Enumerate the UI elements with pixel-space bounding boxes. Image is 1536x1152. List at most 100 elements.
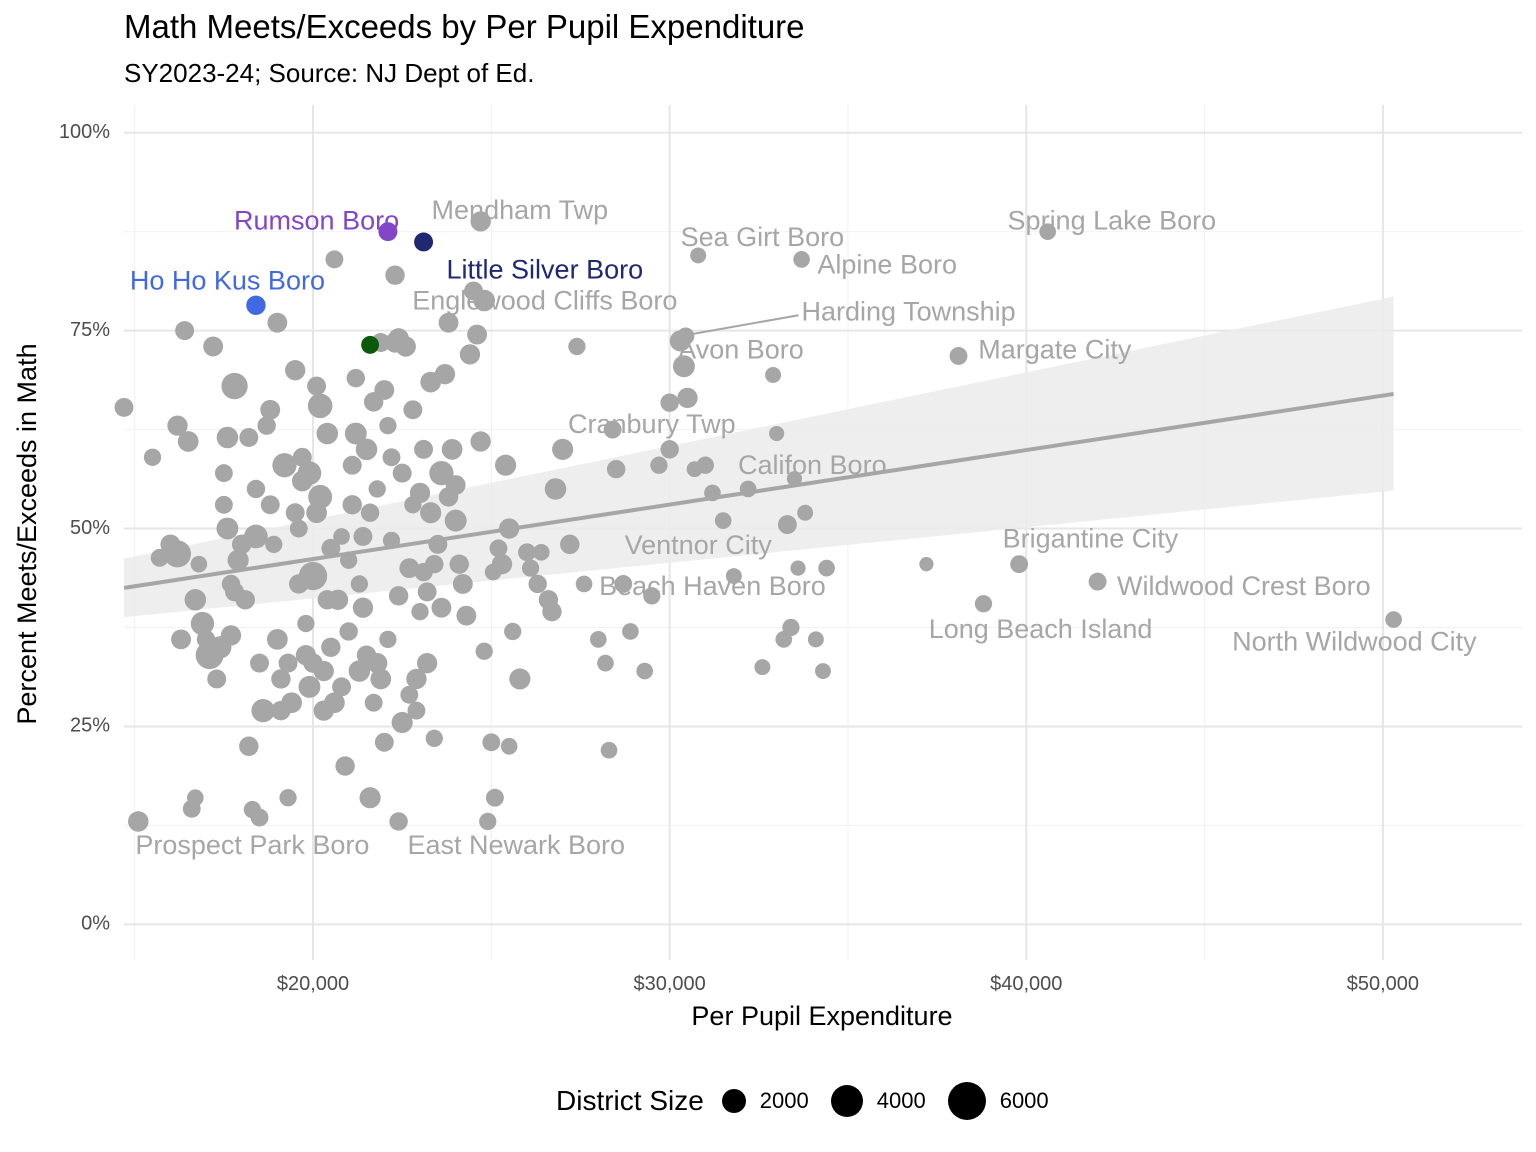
data-point: [250, 808, 269, 827]
data-points: [114, 211, 1402, 832]
data-point: [346, 368, 366, 388]
data-point: [321, 538, 341, 558]
y-tick-label: 50%: [70, 517, 110, 539]
data-point: [797, 504, 814, 521]
data-point: [445, 475, 466, 495]
legend-key-2000: 2000: [721, 1088, 809, 1114]
size-legend: District Size 2000 4000 6000: [556, 1080, 1071, 1122]
data-point: [177, 431, 199, 452]
data-point: [285, 360, 306, 381]
trend-line: [123, 391, 1394, 590]
x-tick-label: $50,000: [1347, 973, 1419, 995]
data-point: [235, 590, 255, 610]
labeled-data-point: [1010, 555, 1029, 574]
data-point: [352, 597, 374, 618]
data-point: [414, 439, 434, 459]
data-point: [207, 669, 227, 689]
data-point: [660, 440, 679, 459]
data-point: [403, 400, 423, 420]
data-point: [518, 543, 536, 562]
highlighted-data-point: [378, 222, 398, 242]
data-point: [175, 321, 195, 341]
data-point: [449, 554, 469, 574]
data-point: [444, 509, 467, 532]
data-point: [420, 502, 442, 524]
data-point: [272, 453, 297, 478]
point-label: Prospect Park Boro: [135, 830, 369, 860]
data-point: [342, 495, 362, 515]
legend-key-6000: 6000: [947, 1082, 1049, 1120]
labeled-data-point: [919, 557, 934, 572]
data-point: [289, 519, 308, 538]
data-point: [696, 456, 714, 474]
data-point: [725, 568, 742, 585]
data-point: [244, 524, 268, 549]
data-point: [342, 455, 362, 475]
data-point: [216, 426, 239, 449]
data-point: [266, 629, 288, 650]
data-point: [251, 698, 275, 723]
point-label: Beach Haven Boro: [599, 571, 826, 601]
labeled-data-point: [677, 327, 695, 345]
data-point: [335, 756, 355, 776]
point-label: Mendham Twp: [432, 195, 609, 225]
data-point: [333, 528, 350, 545]
data-point: [434, 364, 456, 385]
data-point: [411, 603, 429, 621]
data-point: [250, 653, 269, 673]
data-point: [714, 512, 732, 529]
data-point: [807, 631, 824, 648]
data-point: [216, 517, 239, 540]
data-point: [260, 495, 280, 515]
data-point: [416, 652, 438, 674]
data-point: [339, 622, 358, 641]
labeled-data-point: [473, 289, 495, 312]
data-point: [267, 312, 288, 333]
data-point: [672, 355, 695, 378]
point-label: Margate City: [978, 334, 1132, 364]
data-point: [203, 336, 224, 357]
point-label: Cranbury Twp: [568, 409, 736, 439]
data-point: [221, 372, 248, 400]
chart-title: Math Meets/Exceeds by Per Pupil Expendit…: [124, 8, 805, 45]
data-point: [359, 787, 381, 809]
point-label: Spring Lake Boro: [1008, 205, 1217, 235]
data-point: [298, 675, 321, 698]
x-tick-label: $40,000: [990, 973, 1062, 995]
data-point: [298, 561, 328, 591]
point-label: Ventnor City: [625, 530, 773, 560]
data-point: [650, 456, 668, 474]
data-point: [643, 587, 661, 605]
highlighted-data-point: [414, 232, 434, 252]
data-point: [614, 575, 633, 593]
data-point: [568, 337, 586, 356]
legend-title: District Size: [556, 1085, 704, 1116]
data-point: [379, 630, 397, 649]
data-point: [509, 668, 531, 690]
x-tick-label: $30,000: [633, 973, 705, 995]
data-point: [392, 463, 412, 483]
data-point: [370, 668, 392, 690]
data-point: [677, 387, 698, 409]
data-point: [528, 574, 547, 594]
labeled-data-point: [793, 251, 810, 268]
data-point: [479, 812, 497, 831]
data-point: [482, 733, 501, 752]
data-point: [438, 312, 459, 333]
data-point: [425, 729, 443, 747]
data-point: [278, 653, 298, 673]
data-point: [184, 589, 207, 611]
data-point: [467, 324, 488, 345]
data-point: [364, 693, 383, 712]
chart-subtitle: SY2023-24; Source: NJ Dept of Ed.: [124, 58, 535, 88]
data-point: [353, 526, 373, 546]
labeled-data-point: [786, 471, 803, 487]
data-point: [542, 601, 562, 622]
legend-label-2000: 2000: [759, 1088, 809, 1113]
data-point: [279, 789, 297, 807]
data-point: [344, 422, 367, 445]
point-label: North Wildwood City: [1232, 626, 1477, 656]
point-label: Ho Ho Kus Boro: [130, 265, 325, 295]
data-point: [321, 637, 341, 657]
